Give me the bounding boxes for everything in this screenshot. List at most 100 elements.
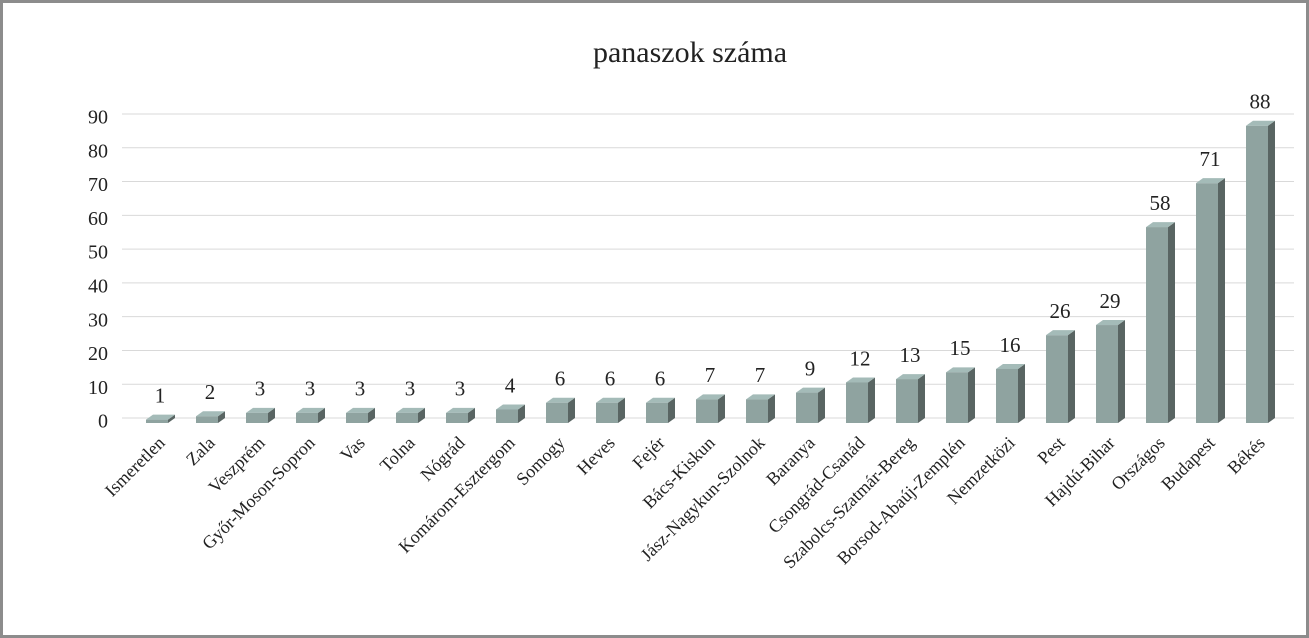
value-label: 3 xyxy=(405,377,416,401)
bar-side xyxy=(268,407,275,423)
bar xyxy=(696,399,718,423)
bar-top xyxy=(796,387,825,393)
bar-side xyxy=(618,397,625,423)
bar-top xyxy=(1246,120,1275,126)
y-tick-label: 10 xyxy=(88,377,108,399)
bar xyxy=(1096,325,1118,423)
value-label: 58 xyxy=(1150,191,1171,215)
bar-side xyxy=(218,411,225,423)
bar-top xyxy=(946,367,975,373)
bar-top xyxy=(846,377,875,383)
bar-top xyxy=(246,407,275,413)
value-label: 12 xyxy=(850,346,871,370)
bar-top xyxy=(596,397,625,403)
bar xyxy=(146,419,168,423)
y-tick-label: 80 xyxy=(88,140,108,162)
value-label: 9 xyxy=(805,356,816,380)
bar-side xyxy=(1168,222,1175,423)
bar-side xyxy=(1068,330,1075,423)
bar-side xyxy=(368,407,375,423)
y-tick-label: 90 xyxy=(88,107,108,129)
bar-top xyxy=(146,414,175,420)
value-label: 6 xyxy=(655,367,666,391)
bar-top xyxy=(1146,222,1175,228)
y-tick-label: 0 xyxy=(98,411,108,433)
bar-side xyxy=(668,397,675,423)
bar xyxy=(946,372,968,423)
bar xyxy=(1246,125,1268,423)
bar-side xyxy=(1218,178,1225,423)
value-label: 16 xyxy=(1000,333,1021,357)
value-label: 15 xyxy=(950,336,971,360)
value-label: 88 xyxy=(1250,90,1271,114)
bar-top xyxy=(296,407,325,413)
bar-top xyxy=(196,411,225,417)
bar-top xyxy=(346,407,375,413)
bar-top xyxy=(546,397,575,403)
bar-side xyxy=(318,407,325,423)
bar xyxy=(646,402,668,423)
bar-side xyxy=(468,407,475,423)
value-label: 3 xyxy=(455,377,466,401)
value-label: 3 xyxy=(255,377,266,401)
bar-side xyxy=(168,414,175,423)
bar xyxy=(996,368,1018,423)
value-label: 2 xyxy=(205,380,216,404)
bar xyxy=(346,412,368,423)
value-label: 1 xyxy=(155,383,166,407)
bar xyxy=(596,402,618,423)
bar xyxy=(746,399,768,423)
value-label: 71 xyxy=(1200,147,1221,171)
bar-top xyxy=(1046,330,1075,336)
bar xyxy=(896,379,918,423)
bar-side xyxy=(418,407,425,423)
value-label: 26 xyxy=(1050,299,1071,323)
bar-side xyxy=(1018,363,1025,423)
value-label: 29 xyxy=(1100,289,1121,313)
bar-top xyxy=(646,397,675,403)
y-tick-label: 60 xyxy=(88,208,108,230)
bar-side xyxy=(568,397,575,423)
bar-side xyxy=(968,367,975,423)
bar-top xyxy=(446,407,475,413)
bar-top xyxy=(746,394,775,400)
value-label: 6 xyxy=(605,367,616,391)
bar xyxy=(196,416,218,423)
y-tick-label: 20 xyxy=(88,343,108,365)
bar-side xyxy=(818,387,825,423)
value-label: 13 xyxy=(900,343,921,367)
value-label: 7 xyxy=(705,363,716,387)
bar-side xyxy=(868,377,875,423)
bar-top xyxy=(496,404,525,410)
bar xyxy=(1146,227,1168,423)
bar-side xyxy=(518,404,525,423)
bar xyxy=(246,412,268,423)
y-tick-label: 50 xyxy=(88,242,108,264)
bar xyxy=(396,412,418,423)
y-tick-label: 40 xyxy=(88,275,108,297)
bar-side xyxy=(768,394,775,423)
value-label: 6 xyxy=(555,367,566,391)
bar-top xyxy=(1096,320,1125,326)
bar-top xyxy=(696,394,725,400)
value-label: 4 xyxy=(505,373,516,397)
bar-top xyxy=(396,407,425,413)
value-label: 3 xyxy=(305,377,316,401)
bar-side xyxy=(718,394,725,423)
bar-side xyxy=(1268,120,1275,423)
y-tick-label: 70 xyxy=(88,174,108,196)
bar-top xyxy=(1196,178,1225,184)
bar-side xyxy=(1118,320,1125,423)
bar-side xyxy=(918,374,925,423)
bar xyxy=(496,409,518,423)
bar xyxy=(1046,335,1068,423)
bar xyxy=(446,412,468,423)
value-label: 3 xyxy=(355,377,366,401)
y-tick-label: 30 xyxy=(88,309,108,331)
bar-top xyxy=(896,374,925,380)
bar xyxy=(796,392,818,423)
bar-top xyxy=(996,363,1025,369)
chart-title: panaszok száma xyxy=(593,36,787,69)
